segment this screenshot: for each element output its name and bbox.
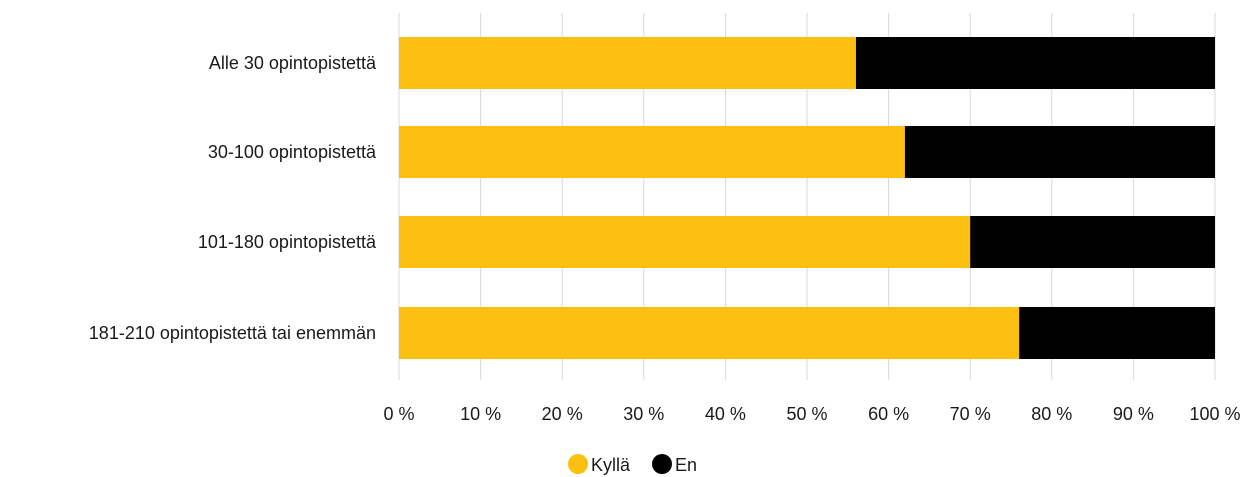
bars <box>399 37 1215 359</box>
category-label: Alle 30 opintopistettä <box>209 53 377 73</box>
bar-segment-en <box>970 216 1215 268</box>
category-labels: Alle 30 opintopistettä 30-100 opintopiste… <box>89 53 377 343</box>
legend-swatch-en <box>652 454 672 474</box>
bar-segment-kylla <box>399 37 856 89</box>
x-axis-tick-labels: 0 % 10 % 20 % 30 % 40 % 50 % 60 % 70 % 80 % 90 % 1… <box>383 404 1240 424</box>
bar-segment-en <box>855 37 1215 89</box>
category-label: 181-210 opintopistettä tai enemmän <box>89 323 376 343</box>
legend-swatch-kylla <box>568 454 588 474</box>
legend-label-kylla: Kyllä <box>591 455 631 475</box>
bar-segment-en <box>1019 307 1215 359</box>
x-tick-label: 40 % <box>705 404 746 424</box>
bar-segment-kylla <box>399 216 971 268</box>
category-label: 101-180 opintopistettä <box>198 232 377 252</box>
legend-label-en: En <box>675 455 697 475</box>
x-tick-label: 70 % <box>950 404 991 424</box>
x-tick-label: 90 % <box>1113 404 1154 424</box>
x-tick-label: 0 % <box>383 404 414 424</box>
x-tick-label: 80 % <box>1031 404 1072 424</box>
bar-segment-en <box>904 126 1215 178</box>
bar-segment-kylla <box>399 307 1020 359</box>
bar-segment-kylla <box>399 126 905 178</box>
x-tick-label: 60 % <box>868 404 909 424</box>
legend: Kyllä En <box>568 454 697 475</box>
category-label: 30-100 opintopistettä <box>208 142 377 162</box>
x-tick-label: 100 % <box>1189 404 1240 424</box>
x-tick-label: 20 % <box>542 404 583 424</box>
x-tick-label: 30 % <box>623 404 664 424</box>
x-tick-label: 50 % <box>786 404 827 424</box>
x-tick-label: 10 % <box>460 404 501 424</box>
